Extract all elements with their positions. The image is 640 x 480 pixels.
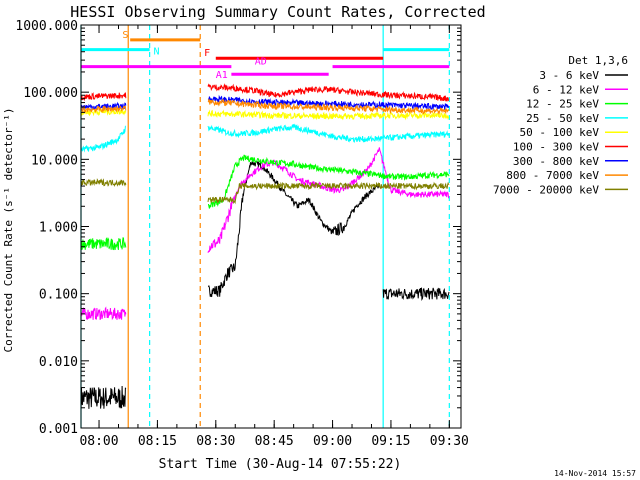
series-800-7000kev — [81, 98, 450, 115]
series-12-25kev — [81, 154, 450, 251]
legend-label-4: 25 - 50 keV — [526, 112, 599, 125]
series-line-8-seg-2 — [207, 98, 450, 115]
series-3-6kev — [81, 160, 450, 411]
x-tick-label: 08:00 — [79, 434, 118, 449]
vertical-markers — [80, 25, 450, 428]
flag-label-n: N — [154, 47, 160, 58]
series-7000-20000kev — [81, 178, 450, 205]
legend-label-8: 800 - 7000 keV — [506, 169, 599, 182]
series-line-2-seg-1 — [81, 306, 127, 321]
chart-title: HESSI Observing Summary Count Rates, Cor… — [70, 3, 485, 21]
series-line-1-seg-1 — [81, 385, 127, 411]
series-line-9-seg-2 — [207, 181, 450, 205]
legend-label-9: 7000 - 20000 keV — [493, 183, 599, 196]
series-line-3-seg-1 — [81, 236, 127, 251]
legend-label-7: 300 - 800 keV — [513, 155, 599, 168]
series-line-1-seg-3 — [382, 287, 450, 301]
plot-frame — [80, 24, 462, 429]
series-line-2-seg-2 — [207, 147, 450, 253]
x-axis-label: Start Time (30-Aug-14 07:55:22) — [159, 457, 402, 472]
series-line-1-seg-2 — [208, 160, 380, 298]
axes: 1000.000 100.000 10.000 1.000 0.100 0.010 0.00… — [15, 19, 469, 449]
legend-label-1: 3 - 6 keV — [539, 69, 599, 82]
x-tick-label: 09:30 — [430, 434, 469, 449]
x-tick-label: 09:15 — [371, 434, 410, 449]
y-axis-label: Corrected Count Rate (s⁻¹ detector⁻¹) — [2, 107, 15, 352]
flag-label-s: S — [122, 30, 128, 41]
series-line-6-seg-2 — [207, 83, 450, 102]
y-tick-label: 100.000 — [23, 86, 78, 101]
series-line-5-seg-2 — [207, 109, 450, 121]
y-tick-label: 0.001 — [39, 422, 78, 437]
x-tick-label: 08:15 — [138, 434, 177, 449]
flag-bars: S N F AD A1 — [81, 30, 450, 81]
legend-label-3: 12 - 25 keV — [526, 98, 599, 111]
series-line-8-seg-1 — [81, 105, 127, 114]
y-tick-label: 0.100 — [39, 288, 78, 303]
legend-label-5: 50 - 100 keV — [520, 126, 600, 139]
series-line-6-seg-1 — [81, 91, 127, 102]
series-line-3-seg-2 — [208, 154, 450, 209]
series-layer — [81, 83, 450, 411]
x-tick-label: 08:30 — [196, 434, 235, 449]
series-line-4-seg-1 — [81, 125, 126, 153]
legend-label-6: 100 - 300 keV — [513, 141, 599, 154]
x-tick-label: 08:45 — [255, 434, 294, 449]
series-line-9-seg-1 — [81, 178, 127, 187]
y-tick-label: 1000.000 — [15, 19, 78, 34]
flag-label-ad: AD — [255, 57, 267, 68]
flag-label-f: F — [204, 48, 210, 59]
y-tick-label: 0.010 — [39, 355, 78, 370]
series-25-50kev — [81, 123, 450, 153]
series-6-12kev — [81, 147, 450, 321]
legend-title: Det 1,3,6 — [568, 54, 628, 67]
series-100-300kev — [81, 83, 450, 102]
legend-label-2: 6 - 12 keV — [533, 83, 600, 96]
x-tick-label: 09:00 — [313, 434, 352, 449]
y-tick-label: 1.000 — [39, 221, 78, 236]
y-tick-label: 10.000 — [31, 153, 78, 168]
flag-label-a1: A1 — [216, 70, 228, 81]
footer-date: 14-Nov-2014 15:57 — [554, 469, 636, 478]
series-line-4-seg-2 — [207, 123, 450, 143]
